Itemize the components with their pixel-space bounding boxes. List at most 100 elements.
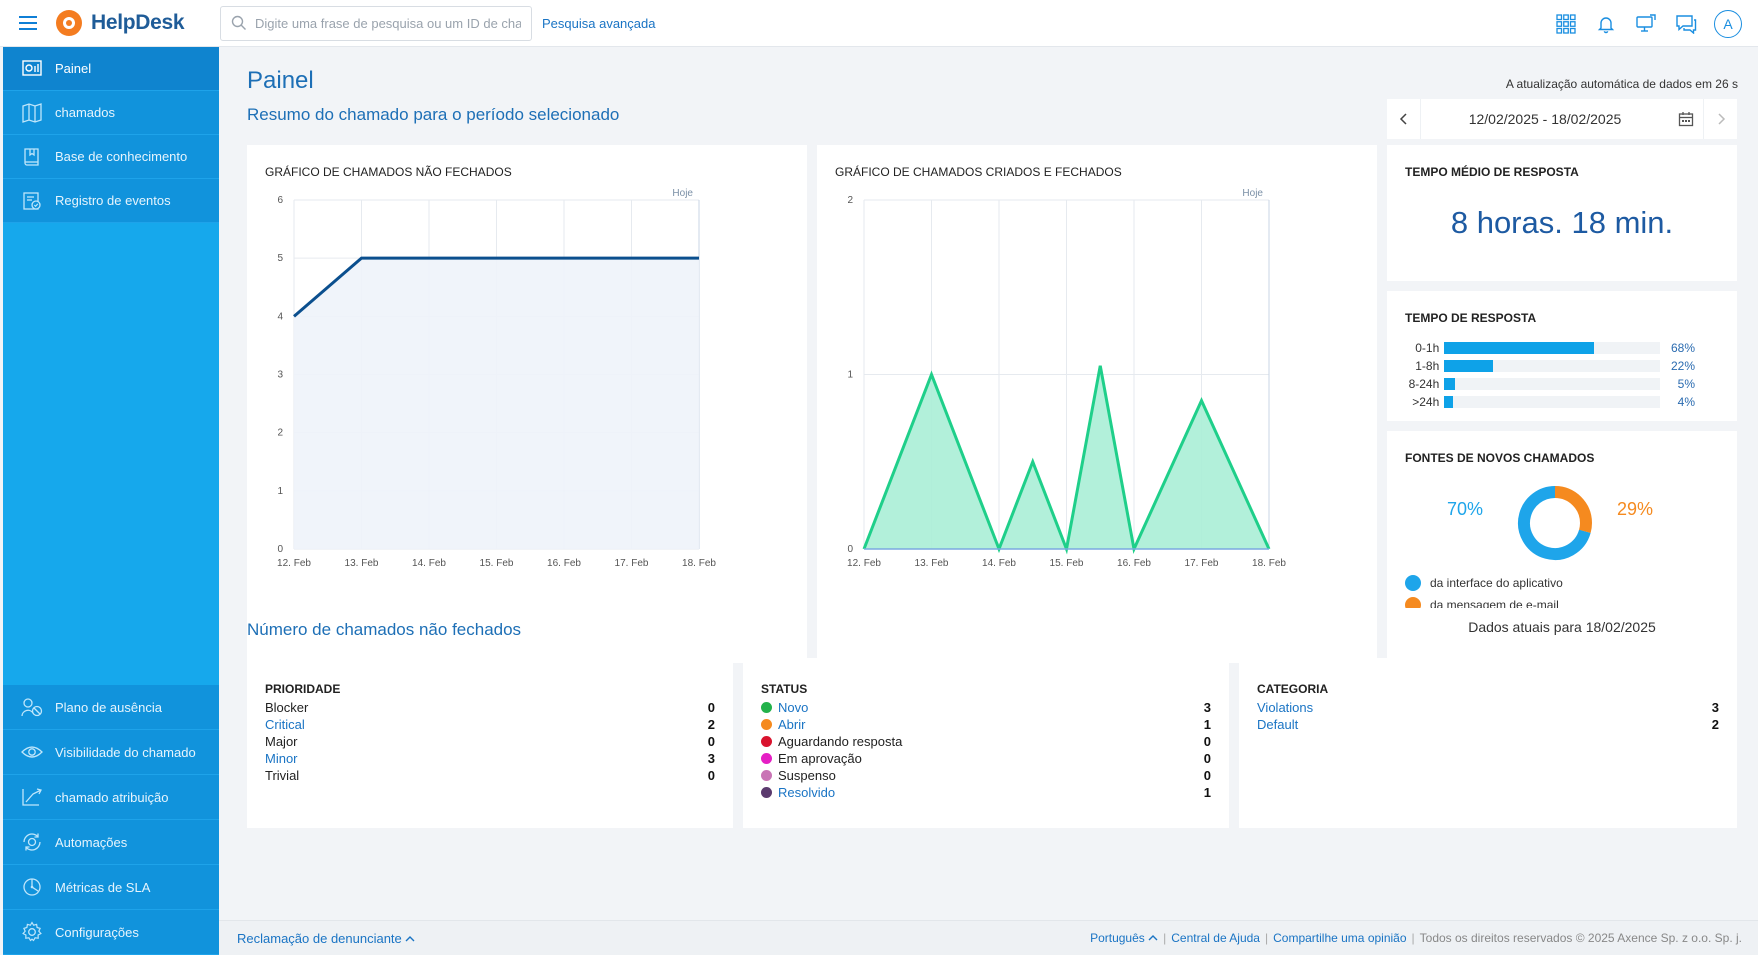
x-tick-label: 17. Feb — [1185, 558, 1219, 569]
created-closed-plot: 0 1 2 12. Feb 13. Feb 14. Feb 15. Feb 16. Feb 17… — [847, 188, 1286, 569]
sidebar-item-plano-de-ausencia[interactable]: Plano de ausência — [3, 685, 219, 730]
sidebar-item-registro-de-eventos[interactable]: Registro de eventos — [3, 179, 219, 223]
copyright: Todos os direitos reservados © 2025 Axen… — [1419, 931, 1742, 945]
list-item[interactable]: Minor 3 — [265, 750, 715, 767]
list-item-count: 0 — [1203, 751, 1211, 766]
avatar: A — [1714, 9, 1742, 38]
avg-response-title: TEMPO MÉDIO DE RESPOSTA — [1405, 165, 1579, 179]
x-tick-label: 14. Feb — [412, 558, 446, 569]
sidebar-item-automacoes[interactable]: Automações — [3, 820, 219, 865]
sidebar-item-chamado-atribuicao[interactable]: chamado atribuição — [3, 775, 219, 820]
apps-grid-icon[interactable] — [1546, 4, 1586, 44]
sidebar-item-painel[interactable]: Painel — [3, 47, 219, 91]
sidebar-item-label: Automações — [55, 834, 128, 850]
logo[interactable]: HelpDesk — [56, 10, 214, 36]
status-dot — [761, 736, 772, 747]
x-tick-label: 18. Feb — [1252, 558, 1286, 569]
status-dot — [761, 702, 772, 713]
list-item-name[interactable]: Abrir — [778, 717, 806, 732]
sidebar-item-label: Visibilidade do chamado — [55, 744, 196, 760]
search-input[interactable] — [255, 15, 521, 31]
list-item: Suspenso 0 — [761, 767, 1211, 784]
list-item-name[interactable]: Minor — [265, 751, 298, 766]
menu-icon[interactable] — [0, 0, 56, 47]
main-content: Painel Resumo do chamado para o período … — [219, 47, 1758, 955]
sidebar-item-label: Painel — [55, 61, 92, 76]
donut-slice-email — [1518, 486, 1592, 560]
list-item-count: 0 — [707, 734, 715, 749]
sidebar-item-label: Base de conhecimento — [55, 149, 188, 164]
language-selector[interactable]: Português — [1090, 931, 1158, 945]
chart-title: GRÁFICO DE CHAMADOS NÃO FECHADOS — [265, 165, 512, 179]
x-tick-label: 14. Feb — [982, 558, 1016, 569]
response-time-label: 1-8h — [1415, 359, 1440, 373]
avg-response-card: TEMPO MÉDIO DE RESPOSTA 8 horas. 18 min. — [1387, 145, 1737, 281]
list-item: Major 0 — [265, 733, 715, 750]
list-item[interactable]: Critical 2 — [265, 716, 715, 733]
response-time-percent: 4% — [1677, 395, 1695, 409]
response-time-row: >24h 4% — [1405, 393, 1695, 411]
list-item-count: 3 — [707, 751, 715, 766]
response-time-row: 8-24h 5% — [1405, 375, 1695, 393]
advanced-search-link[interactable]: Pesquisa avançada — [542, 15, 656, 31]
sidebar-item-base-de-conhecimento[interactable]: Base de conhecimento — [3, 135, 219, 179]
list-item-name[interactable]: Default — [1257, 717, 1299, 732]
sidebar-item-label: chamados — [55, 105, 115, 120]
sidebar-item-configuracoes[interactable]: Configurações — [3, 910, 219, 955]
prev-period-button[interactable] — [1387, 99, 1421, 139]
next-period-button[interactable] — [1703, 99, 1737, 139]
list-item[interactable]: Resolvido 1 — [761, 784, 1211, 801]
chevron-left-icon — [1399, 113, 1407, 125]
x-tick-label: 13. Feb — [915, 558, 949, 569]
chat-icon[interactable] — [1666, 4, 1706, 44]
list-item-name: Trivial — [265, 768, 300, 783]
list-item: Em aprovação 0 — [761, 750, 1211, 767]
unclosed-tickets-plot: 0 1 2 3 4 5 6 12. Feb 13. Feb 14. Feb 15. Feb 16. F… — [277, 188, 716, 569]
list-item-name[interactable]: Novo — [778, 700, 809, 715]
today-label: Hoje — [1242, 188, 1263, 199]
status-title: STATUS — [761, 682, 808, 696]
search-box[interactable] — [220, 5, 532, 41]
logo-text: HelpDesk — [91, 11, 185, 34]
unclosed-tickets-chart: GRÁFICO DE CHAMADOS NÃO FECHADOS 0 1 2 3 4 5 6… — [247, 145, 807, 663]
response-time-bar-track — [1444, 378, 1660, 390]
category-title: CATEGORIA — [1257, 682, 1329, 696]
list-item-name[interactable]: Resolvido — [778, 785, 836, 800]
y-tick-label: 4 — [277, 311, 283, 322]
visibility-icon — [21, 741, 43, 763]
calendar-icon[interactable] — [1669, 111, 1703, 127]
whistleblower-link[interactable]: Reclamação de denunciante — [237, 931, 415, 946]
language-label: Português — [1090, 931, 1145, 945]
list-item-name[interactable]: Critical — [265, 717, 305, 732]
list-item-count: 0 — [1203, 734, 1211, 749]
response-time-bar-track — [1444, 360, 1660, 372]
app-source-percent: 70% — [1447, 499, 1484, 519]
date-range-value[interactable]: 12/02/2025 - 18/02/2025 — [1468, 111, 1622, 127]
list-item[interactable]: Novo 3 — [761, 699, 1211, 716]
sidebar-item-metricas-de-sla[interactable]: Métricas de SLA — [3, 865, 219, 910]
list-item-count: 3 — [1711, 700, 1719, 715]
response-time-row: 1-8h 22% — [1405, 357, 1695, 375]
gear-icon — [21, 921, 43, 943]
y-tick-label: 5 — [277, 253, 283, 264]
list-item[interactable]: Violations 3 — [1257, 699, 1719, 716]
user-menu[interactable]: A — [1706, 4, 1746, 44]
sidebar-item-visibilidade-do-chamado[interactable]: Visibilidade do chamado — [3, 730, 219, 775]
remote-desktop-icon[interactable] — [1626, 4, 1666, 44]
response-time-bar-track — [1444, 342, 1660, 354]
response-time-label: 8-24h — [1408, 377, 1440, 391]
assignment-icon — [21, 786, 43, 808]
feedback-link[interactable]: Compartilhe uma opinião — [1273, 931, 1407, 945]
help-center-link[interactable]: Central de Ajuda — [1171, 931, 1260, 945]
chevron-right-icon — [1717, 113, 1725, 125]
bell-icon[interactable] — [1586, 4, 1626, 44]
list-item-name[interactable]: Violations — [1257, 700, 1314, 715]
list-item[interactable]: Abrir 1 — [761, 716, 1211, 733]
chevron-up-icon — [405, 935, 415, 941]
sidebar-item-chamados[interactable]: chamados — [3, 91, 219, 135]
series-area — [294, 258, 699, 549]
ticket-sources-title: FONTES DE NOVOS CHAMADOS — [1405, 451, 1595, 465]
response-time-label: 0-1h — [1415, 341, 1440, 355]
list-item[interactable]: Default 2 — [1257, 716, 1719, 733]
automation-icon — [21, 831, 43, 853]
